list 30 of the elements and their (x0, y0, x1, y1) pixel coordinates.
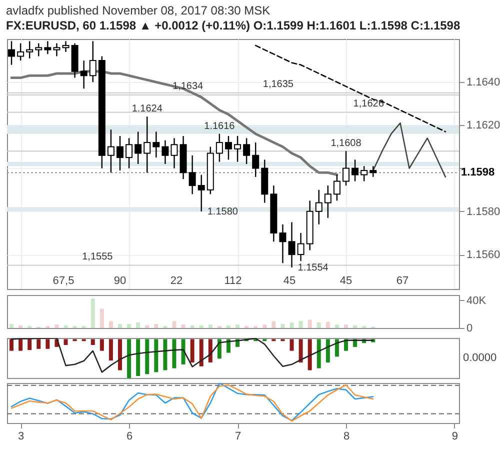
y-tick-label: 1.1620 (466, 120, 500, 132)
annotation: 112 (224, 275, 242, 287)
y-tick-label: 40K (466, 295, 487, 307)
chart-title: avladfx published November 08, 2017 08:30 MSK (6, 4, 270, 18)
ref-line-label: 1.1598 (461, 166, 495, 179)
y-tick-label: 0 (466, 322, 473, 334)
annotation: 1,1635 (262, 78, 294, 90)
annotation: 67 (396, 275, 409, 287)
annotation: 1,1608 (330, 138, 362, 150)
chart-subtitle: FX:EURUSD, 60 1.1598 ▲ +0.0012 (+0.11%) O:1.1599 H:1.1601 L:1.1598 C:1.1598 (6, 18, 460, 32)
annotation: 1,1626 (353, 98, 384, 110)
x-tick-label: 9 (452, 430, 458, 442)
annotation: 22 (170, 275, 183, 287)
x-tick-label: 8 (343, 430, 350, 442)
x-tick-label: 6 (126, 430, 133, 442)
annotation: 45 (340, 275, 352, 287)
annotation: 90 (114, 275, 126, 287)
x-tick-label: 7 (234, 430, 242, 442)
y-tick-label: 1.1580 (466, 206, 500, 218)
annotation: 1.1554 (298, 262, 329, 274)
annotation: 67,5 (52, 275, 74, 287)
annotation: 45 (283, 275, 296, 287)
annotation: 1.1624 (132, 104, 163, 115)
annotation: 1.1616 (204, 120, 236, 132)
y-tick-label: 1.1640 (466, 76, 500, 89)
x-tick-label: 3 (18, 430, 24, 442)
text: 0.0000 (463, 352, 497, 364)
annotation: 1.1580 (207, 206, 238, 218)
y-tick-label: 1.1560 (466, 249, 500, 262)
annotation: 1,1555 (82, 251, 114, 262)
